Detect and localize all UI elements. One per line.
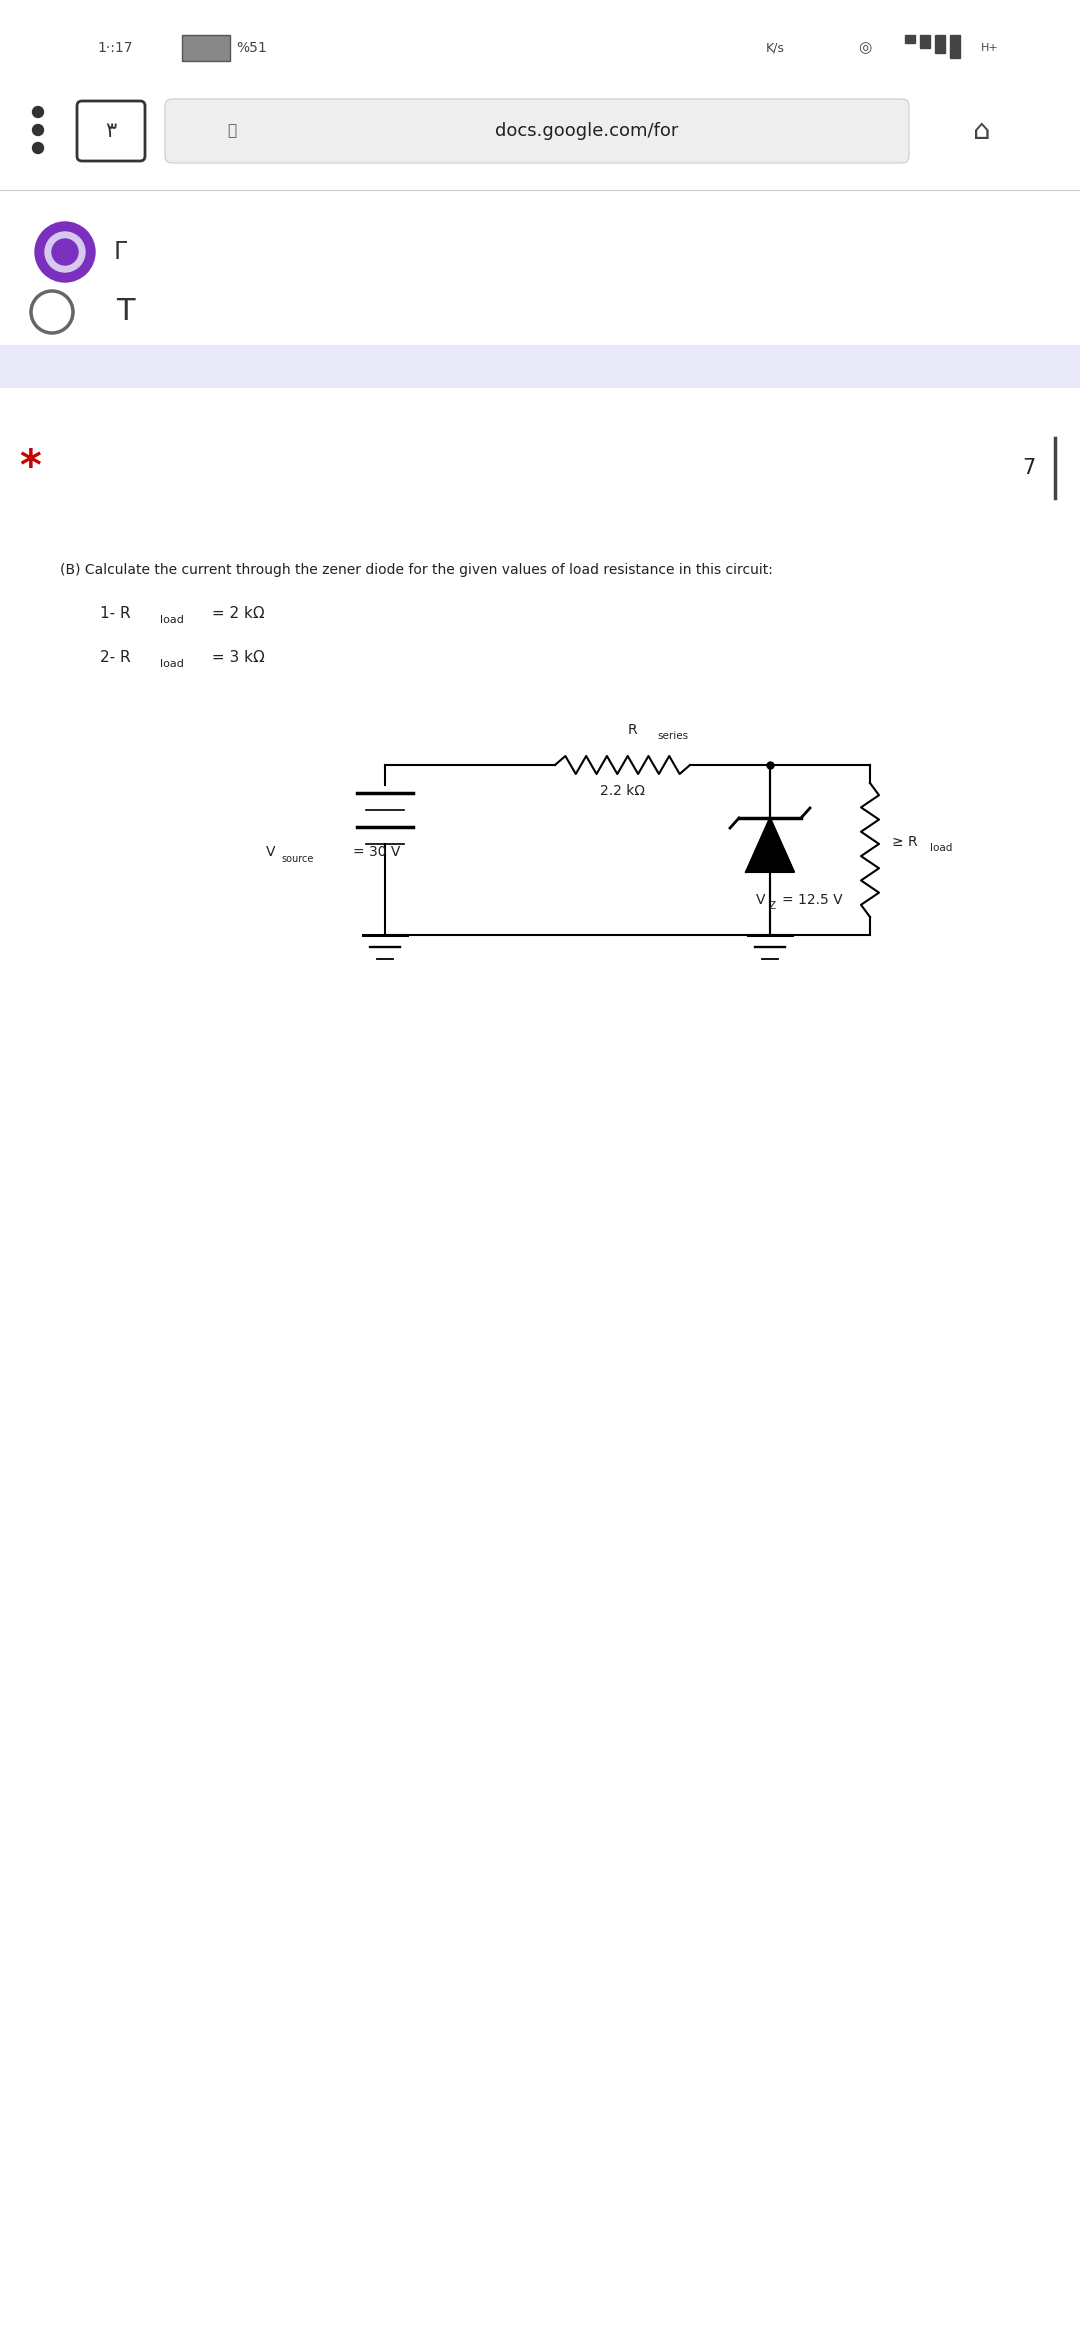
Circle shape [32, 124, 43, 136]
Text: 2- R: 2- R [100, 651, 131, 665]
Bar [935, 35, 945, 54]
Circle shape [45, 232, 85, 271]
Text: %51: %51 [237, 42, 268, 56]
Text: V: V [756, 894, 765, 908]
Circle shape [32, 143, 43, 154]
Text: ◎: ◎ [859, 40, 872, 56]
Text: Z: Z [768, 901, 775, 910]
FancyBboxPatch shape [77, 101, 145, 161]
Bar [0, 344, 1080, 388]
Text: series: series [658, 730, 689, 742]
Circle shape [35, 222, 95, 283]
Text: 7: 7 [1022, 459, 1035, 477]
Text: Γ: Γ [113, 241, 126, 264]
Text: ۳: ۳ [106, 122, 117, 140]
Circle shape [52, 239, 78, 264]
Text: V: V [266, 845, 275, 859]
Text: = 3 kΩ: = 3 kΩ [207, 651, 265, 665]
Text: source: source [281, 854, 313, 863]
Text: load: load [160, 615, 184, 625]
Text: ≥ R: ≥ R [892, 835, 918, 849]
Text: K/s: K/s [766, 42, 784, 54]
Bar [920, 35, 930, 49]
Text: ⌂: ⌂ [973, 117, 990, 145]
FancyBboxPatch shape [165, 98, 909, 164]
Text: 1·:17: 1·:17 [97, 42, 133, 56]
Text: 🔒: 🔒 [228, 124, 237, 138]
Text: = 30 V: = 30 V [353, 845, 401, 859]
Text: T: T [116, 297, 134, 328]
Text: H+: H+ [981, 42, 999, 54]
Text: load: load [930, 842, 953, 854]
FancyBboxPatch shape [183, 35, 230, 61]
Text: 1- R: 1- R [100, 606, 131, 622]
Text: *: * [19, 447, 41, 489]
Bar [905, 35, 915, 42]
Polygon shape [746, 819, 794, 873]
Bar [950, 35, 960, 59]
Text: R: R [627, 723, 637, 737]
Circle shape [32, 108, 43, 117]
Text: = 2 kΩ: = 2 kΩ [207, 606, 265, 622]
Text: (B) Calculate the current through the zener diode for the given values of load r: (B) Calculate the current through the ze… [60, 564, 773, 578]
Text: = 12.5 V: = 12.5 V [782, 894, 842, 908]
Text: docs.google.com/for: docs.google.com/for [496, 122, 678, 140]
Text: 2.2 kΩ: 2.2 kΩ [600, 784, 645, 798]
Text: load: load [160, 660, 184, 669]
